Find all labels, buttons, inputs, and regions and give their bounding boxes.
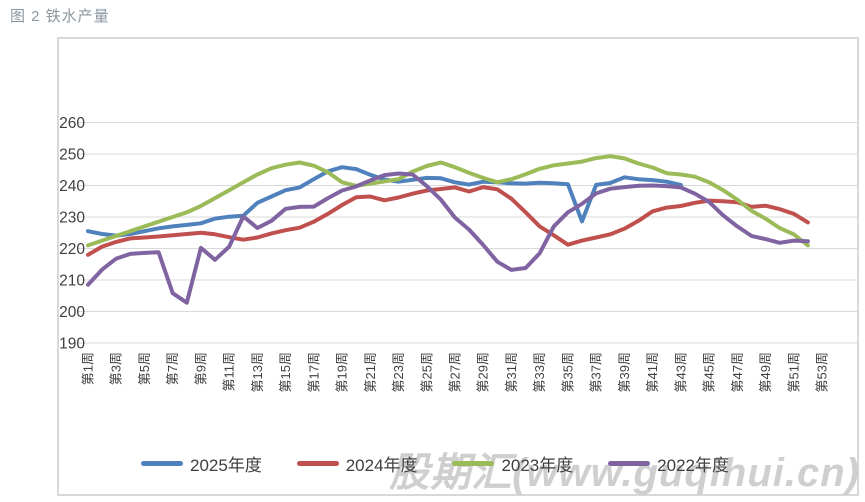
x-axis-tick-label: 第49周	[758, 352, 773, 392]
y-axis-tick-label: 240	[59, 178, 85, 195]
legend-item-2025年度: 2025年度	[141, 451, 262, 476]
watermark-text: 股期汇(www.guqihui.cn)	[389, 451, 860, 495]
x-axis-tick-label: 第25周	[419, 352, 434, 392]
legend-line-swatch	[296, 461, 339, 466]
x-axis-tick-label: 第27周	[447, 352, 462, 392]
legend-line-swatch	[452, 461, 495, 466]
page-title: 图 2 铁水产量	[10, 8, 110, 25]
y-axis-tick-label: 230	[59, 210, 85, 227]
legend-item-2022年度: 2022年度	[608, 451, 729, 476]
x-axis-tick-label: 第31周	[504, 352, 519, 392]
x-axis-tick-label: 第9周	[193, 352, 208, 385]
x-axis-tick-label: 第5周	[137, 352, 152, 385]
x-axis-tick-label: 第7周	[165, 352, 180, 385]
x-axis-tick-label: 第11周	[222, 352, 237, 392]
legend-label: 2025年度	[190, 456, 262, 475]
legend-line-swatch	[608, 461, 651, 466]
legend-item-2024年度: 2024年度	[296, 451, 418, 476]
x-axis-tick-label: 第53周	[814, 352, 829, 392]
chart-frame	[57, 37, 859, 496]
y-axis-tick-label: 200	[59, 304, 85, 321]
series-line-2022年度	[86, 171, 810, 305]
x-axis-tick-label: 第45周	[702, 352, 717, 392]
series-line-2024年度	[86, 185, 810, 257]
legend-line-swatch	[141, 461, 183, 466]
y-axis-tick-label: 190	[59, 336, 85, 353]
x-axis-tick-label: 第21周	[363, 352, 378, 392]
legend-label: 2024年度	[345, 456, 418, 475]
legend-item-2023年度: 2023年度	[452, 451, 573, 476]
legend-label: 2022年度	[657, 456, 729, 475]
x-axis-tick-label: 第43周	[673, 352, 688, 392]
x-axis-tick-label: 第3周	[109, 352, 124, 385]
y-axis-tick-label: 210	[59, 273, 85, 290]
y-axis-tick-label: 260	[59, 115, 85, 132]
x-axis-tick-label: 第33周	[532, 352, 547, 392]
y-axis-tick-label: 220	[59, 241, 85, 258]
x-axis-tick-label: 第19周	[335, 352, 350, 392]
x-axis-tick-label: 第23周	[391, 352, 406, 392]
x-axis-tick-label: 第35周	[560, 352, 575, 392]
y-axis-tick-label: 250	[59, 147, 85, 164]
series-line-2023年度	[86, 154, 810, 248]
x-axis-tick-label: 第47周	[730, 352, 745, 392]
x-axis-tick-label: 第29周	[476, 352, 491, 392]
x-axis-tick-label: 第17周	[306, 352, 321, 392]
chart-legend: 2025年度 2024年度 2023年度 2022年度	[141, 451, 729, 476]
x-axis-tick-label: 第51周	[786, 352, 801, 392]
x-axis-tick-label: 第37周	[589, 352, 604, 392]
x-axis-tick-label: 第39周	[617, 352, 632, 392]
x-axis-tick-label: 第1周	[81, 352, 96, 385]
legend-label: 2023年度	[501, 456, 574, 475]
x-axis-tick-label: 第13周	[250, 352, 265, 392]
x-axis-tick-label: 第15周	[278, 352, 293, 392]
x-axis-tick-label: 第41周	[645, 352, 660, 392]
